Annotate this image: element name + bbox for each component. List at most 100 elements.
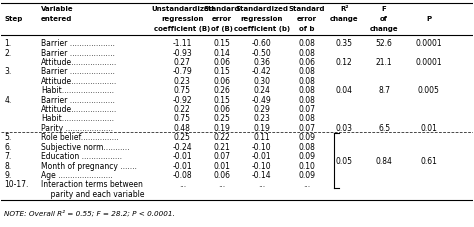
Text: 0.04: 0.04 <box>336 86 353 95</box>
Text: Habit......................: Habit...................... <box>41 86 114 95</box>
Text: 0.09: 0.09 <box>298 170 315 179</box>
Text: 0.09: 0.09 <box>298 133 315 142</box>
Text: Age .......................: Age ....................... <box>41 170 113 179</box>
Text: -0.01: -0.01 <box>173 151 192 160</box>
Text: regression: regression <box>241 16 283 22</box>
Text: P: P <box>426 16 431 22</box>
Text: Barrier ...................: Barrier ................... <box>41 95 115 104</box>
Text: 8.7: 8.7 <box>378 86 390 95</box>
Text: Habit......................: Habit...................... <box>41 114 114 123</box>
Text: 0.75: 0.75 <box>174 114 191 123</box>
Text: -1.11: -1.11 <box>173 39 192 48</box>
Text: 0.25: 0.25 <box>214 114 230 123</box>
Text: 0.61: 0.61 <box>420 156 438 165</box>
Text: 0.10: 0.10 <box>298 161 315 170</box>
Text: 6.5: 6.5 <box>378 123 390 132</box>
Text: Standard: Standard <box>204 6 240 12</box>
Text: 0.26: 0.26 <box>214 86 230 95</box>
Text: Education .................: Education ................. <box>41 151 122 160</box>
Text: Interaction terms between: Interaction terms between <box>41 180 143 188</box>
Text: 0.08: 0.08 <box>298 142 315 151</box>
Text: -0.42: -0.42 <box>252 67 272 76</box>
Text: 0.75: 0.75 <box>174 86 191 95</box>
Text: Barrier ...................: Barrier ................... <box>41 48 115 57</box>
Text: 0.08: 0.08 <box>298 86 315 95</box>
Text: ...: ... <box>303 180 310 188</box>
Text: 0.36: 0.36 <box>254 58 270 67</box>
Text: 0.07: 0.07 <box>298 105 315 114</box>
Text: 0.06: 0.06 <box>298 58 315 67</box>
Text: 0.23: 0.23 <box>174 76 191 85</box>
Text: 0.15: 0.15 <box>214 39 230 48</box>
Text: 10-17.: 10-17. <box>4 180 29 188</box>
Text: ...: ... <box>258 180 265 188</box>
Text: 0.30: 0.30 <box>254 76 270 85</box>
Text: 0.08: 0.08 <box>298 95 315 104</box>
Text: 0.07: 0.07 <box>298 123 315 132</box>
Text: Attitude...................: Attitude................... <box>41 105 118 114</box>
Text: 0.29: 0.29 <box>254 105 270 114</box>
Text: NOTE: Overall R² = 0.55; F = 28.2; P < 0.0001.: NOTE: Overall R² = 0.55; F = 28.2; P < 0… <box>4 209 175 216</box>
Text: 6.: 6. <box>4 142 12 151</box>
Text: 0.19: 0.19 <box>254 123 270 132</box>
Text: -0.50: -0.50 <box>252 48 272 57</box>
Text: 5.: 5. <box>4 133 12 142</box>
Text: of: of <box>380 16 388 22</box>
Text: 9.: 9. <box>4 170 12 179</box>
Text: 0.0001: 0.0001 <box>416 58 442 67</box>
Text: 0.005: 0.005 <box>418 86 440 95</box>
Text: change: change <box>370 26 399 32</box>
Text: 0.06: 0.06 <box>214 105 230 114</box>
Text: 0.19: 0.19 <box>214 123 230 132</box>
Text: ...: ... <box>219 180 226 188</box>
Text: error: error <box>297 16 317 22</box>
Text: Subjective norm...........: Subjective norm........... <box>41 142 130 151</box>
Text: Variable: Variable <box>41 6 74 12</box>
Text: 7.: 7. <box>4 151 12 160</box>
Text: regression: regression <box>161 16 203 22</box>
Text: -0.60: -0.60 <box>252 39 272 48</box>
Text: 0.08: 0.08 <box>298 39 315 48</box>
Text: R²: R² <box>340 6 348 12</box>
Text: 0.15: 0.15 <box>214 95 230 104</box>
Text: 0.05: 0.05 <box>336 156 353 165</box>
Text: Attitude...................: Attitude................... <box>41 76 118 85</box>
Text: 0.84: 0.84 <box>376 156 392 165</box>
Text: 0.09: 0.09 <box>298 151 315 160</box>
Text: 3.: 3. <box>4 67 12 76</box>
Text: 0.11: 0.11 <box>254 133 270 142</box>
Text: 0.01: 0.01 <box>214 161 230 170</box>
Text: -0.10: -0.10 <box>252 161 272 170</box>
Text: 0.03: 0.03 <box>336 123 353 132</box>
Text: 4.: 4. <box>4 95 12 104</box>
Text: 0.27: 0.27 <box>174 58 191 67</box>
Text: -0.93: -0.93 <box>173 48 192 57</box>
Text: 0.21: 0.21 <box>214 142 230 151</box>
Text: -0.01: -0.01 <box>173 161 192 170</box>
Text: Attitude...................: Attitude................... <box>41 58 118 67</box>
Text: Month of pregnancy .......: Month of pregnancy ....... <box>41 161 137 170</box>
Text: 0.14: 0.14 <box>214 48 230 57</box>
Text: Standardized: Standardized <box>236 6 288 12</box>
Text: coefficient (b): coefficient (b) <box>234 26 290 32</box>
Text: Barrier ...................: Barrier ................... <box>41 67 115 76</box>
Text: -0.10: -0.10 <box>252 142 272 151</box>
Text: Role belief................: Role belief................ <box>41 133 119 142</box>
Text: -0.79: -0.79 <box>173 67 192 76</box>
Text: -0.49: -0.49 <box>252 95 272 104</box>
Text: 0.06: 0.06 <box>214 58 230 67</box>
Text: 1.: 1. <box>4 39 11 48</box>
Text: Barrier ...................: Barrier ................... <box>41 39 115 48</box>
Text: parity and each variable: parity and each variable <box>41 189 145 198</box>
Text: of (B): of (B) <box>211 26 233 32</box>
Text: 8.: 8. <box>4 161 11 170</box>
Text: 0.24: 0.24 <box>254 86 270 95</box>
Text: Parity ....................: Parity .................... <box>41 123 113 132</box>
Text: ...: ... <box>179 180 186 188</box>
Text: 0.15: 0.15 <box>214 67 230 76</box>
Text: 0.0001: 0.0001 <box>416 39 442 48</box>
Text: entered: entered <box>41 16 73 22</box>
Text: 52.6: 52.6 <box>376 39 392 48</box>
Text: Unstandardized: Unstandardized <box>151 6 214 12</box>
Text: 0.08: 0.08 <box>298 114 315 123</box>
